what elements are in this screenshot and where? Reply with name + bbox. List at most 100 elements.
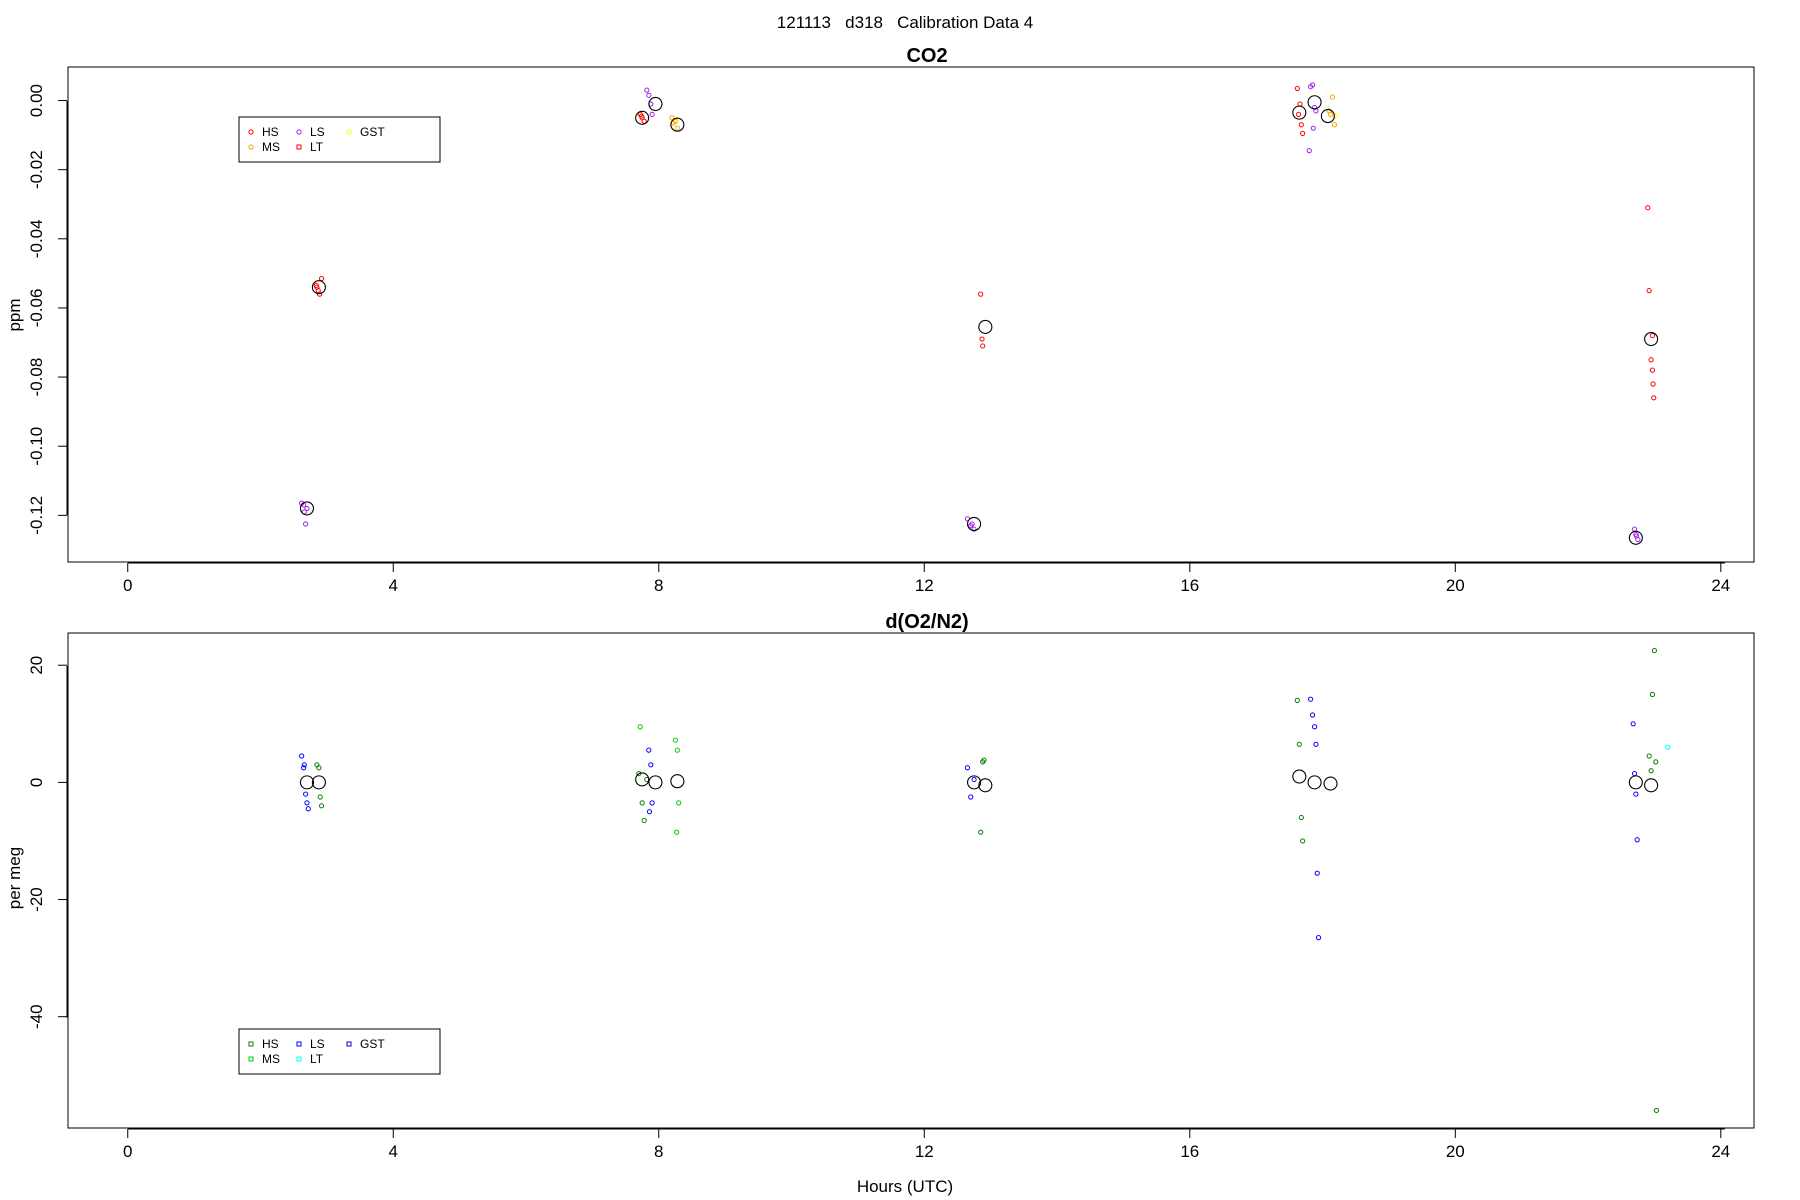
o2n2-point-hs [1294, 697, 1300, 703]
o2n2-point-ls [1309, 712, 1316, 718]
co2-x-tick-label: 4 [389, 576, 398, 595]
co2-mean-marker [1307, 95, 1322, 110]
o2n2-point-ls [304, 800, 310, 806]
co2-point-hs [978, 291, 984, 297]
o2n2-mean-marker [1644, 778, 1659, 793]
o2n2-x-tick-label: 8 [654, 1142, 663, 1161]
o2n2-point-hs [1298, 814, 1304, 821]
o2n2-point-ms [672, 737, 678, 743]
co2-x-tick-label: 12 [915, 576, 934, 595]
co2-point-ls [969, 521, 975, 527]
co2-point-ls [1633, 533, 1640, 539]
o2n2-point-ls [1314, 870, 1320, 876]
co2-legend-item: LS [296, 125, 325, 139]
co2-point-ms [669, 115, 675, 121]
o2n2-legend-label: GST [360, 1037, 385, 1051]
co2-point-lt [1649, 332, 1656, 339]
o2n2-x-tick-label: 20 [1446, 1142, 1465, 1161]
o2n2-point-ls [305, 806, 311, 812]
o2n2-y-tick-label: 20 [27, 656, 46, 675]
co2-mean-marker [978, 319, 993, 334]
co2-y-tick-label: 0.00 [27, 84, 46, 117]
o2n2-legend-item: GST [346, 1037, 385, 1051]
co2-panel: CO2 0 4 8 12 16 20 24 0.00 -0.02 -0.04 -0.06 -0.08… [5, 45, 1755, 595]
co2-plot-frame [67, 66, 1755, 563]
co2-point-hs [313, 282, 319, 289]
o2n2-x-tick-label: 12 [915, 1142, 934, 1161]
o2n2-point-hs [641, 817, 647, 824]
o2n2-x-axis: 0 4 8 12 16 20 24 [123, 1128, 1730, 1161]
o2n2-legend-item: LT [296, 1052, 324, 1066]
co2-mean-marker [967, 516, 982, 532]
o2n2-mean-marker [978, 778, 993, 793]
o2n2-legend-item: MS [248, 1052, 280, 1066]
co2-point-gst [1333, 113, 1339, 119]
o2n2-point-ls [968, 794, 974, 800]
co2-point-ls [1310, 125, 1316, 131]
o2n2-legend-swatch [296, 1041, 302, 1047]
co2-mean-marker [1628, 530, 1643, 545]
x-axis-label: Hours (UTC) [857, 1177, 953, 1196]
co2-point-ls [1309, 82, 1316, 88]
o2n2-point-ls [301, 762, 307, 768]
o2n2-point-ls [1634, 837, 1640, 843]
o2n2-y-tick-label: -20 [27, 887, 46, 912]
o2n2-y-tick-label: -40 [27, 1004, 46, 1029]
co2-legend-swatch [296, 129, 302, 135]
o2n2-point-ls [648, 762, 654, 768]
o2n2-point-ls [1307, 696, 1314, 702]
co2-point-ms [674, 125, 680, 131]
o2n2-point-hs [1651, 647, 1658, 654]
figure-suptitle: 121113 d318 Calibration Data 4 [777, 13, 1033, 32]
o2n2-mean-marker [311, 775, 326, 790]
o2n2-mean-marker [1292, 769, 1307, 784]
co2-x-tick-label: 0 [123, 576, 132, 595]
o2n2-point-ls [1633, 791, 1639, 797]
co2-point-hs [638, 113, 645, 119]
co2-legend-swatch [248, 129, 254, 135]
o2n2-y-axis: 20 0 -20 -40 [27, 656, 68, 1029]
o2n2-point-hs [639, 800, 645, 806]
co2-legend-item: MS [248, 140, 280, 154]
o2n2-point-ls [1315, 935, 1322, 941]
o2n2-legend-item: HS [248, 1037, 279, 1051]
o2n2-point-ls [301, 765, 307, 771]
o2n2-point-ms [674, 747, 680, 753]
o2n2-y-tick-label: 0 [27, 778, 46, 787]
co2-point-ls [646, 92, 652, 98]
co2-point-ls [304, 505, 310, 512]
o2n2-point-hs [1649, 691, 1656, 698]
o2n2-point-ls [303, 791, 309, 797]
o2n2-point-hs [1648, 768, 1654, 774]
co2-y-axis-label: ppm [5, 298, 24, 331]
co2-legend-swatch [346, 129, 352, 135]
co2-mean-marker [635, 110, 650, 125]
co2-legend-item: LT [296, 140, 324, 154]
co2-point-hs [1649, 367, 1656, 373]
o2n2-x-tick-label: 24 [1711, 1142, 1730, 1161]
co2-point-ms [1331, 122, 1338, 128]
o2n2-point-lt [1665, 744, 1671, 750]
co2-x-tick-label: 24 [1711, 576, 1730, 595]
o2n2-legend-swatch [346, 1041, 352, 1047]
o2n2-plot-frame [67, 632, 1755, 1129]
co2-mean-marker [311, 280, 326, 295]
co2-panel-title: CO2 [906, 45, 947, 67]
o2n2-point-hs [1296, 741, 1302, 747]
o2n2-point-hs [316, 765, 322, 771]
o2n2-mean-marker [648, 775, 663, 790]
co2-x-tick-label: 16 [1180, 576, 1199, 595]
o2n2-panel: d(O2/N2) 0 4 8 12 16 20 24 20 0 -20 -40 per meg H… [5, 611, 1755, 1196]
co2-point-hs [980, 343, 986, 349]
co2-legend-swatch [296, 144, 302, 150]
o2n2-point-hs [1653, 1107, 1660, 1114]
co2-y-tick-label: -0.10 [27, 427, 46, 466]
o2n2-mean-marker [967, 775, 982, 790]
co2-point-lt [318, 275, 325, 282]
o2n2-point-hs [978, 829, 984, 835]
o2n2-point-hs [317, 794, 323, 800]
co2-mean-marker [670, 117, 685, 132]
o2n2-x-tick-label: 16 [1180, 1142, 1199, 1161]
